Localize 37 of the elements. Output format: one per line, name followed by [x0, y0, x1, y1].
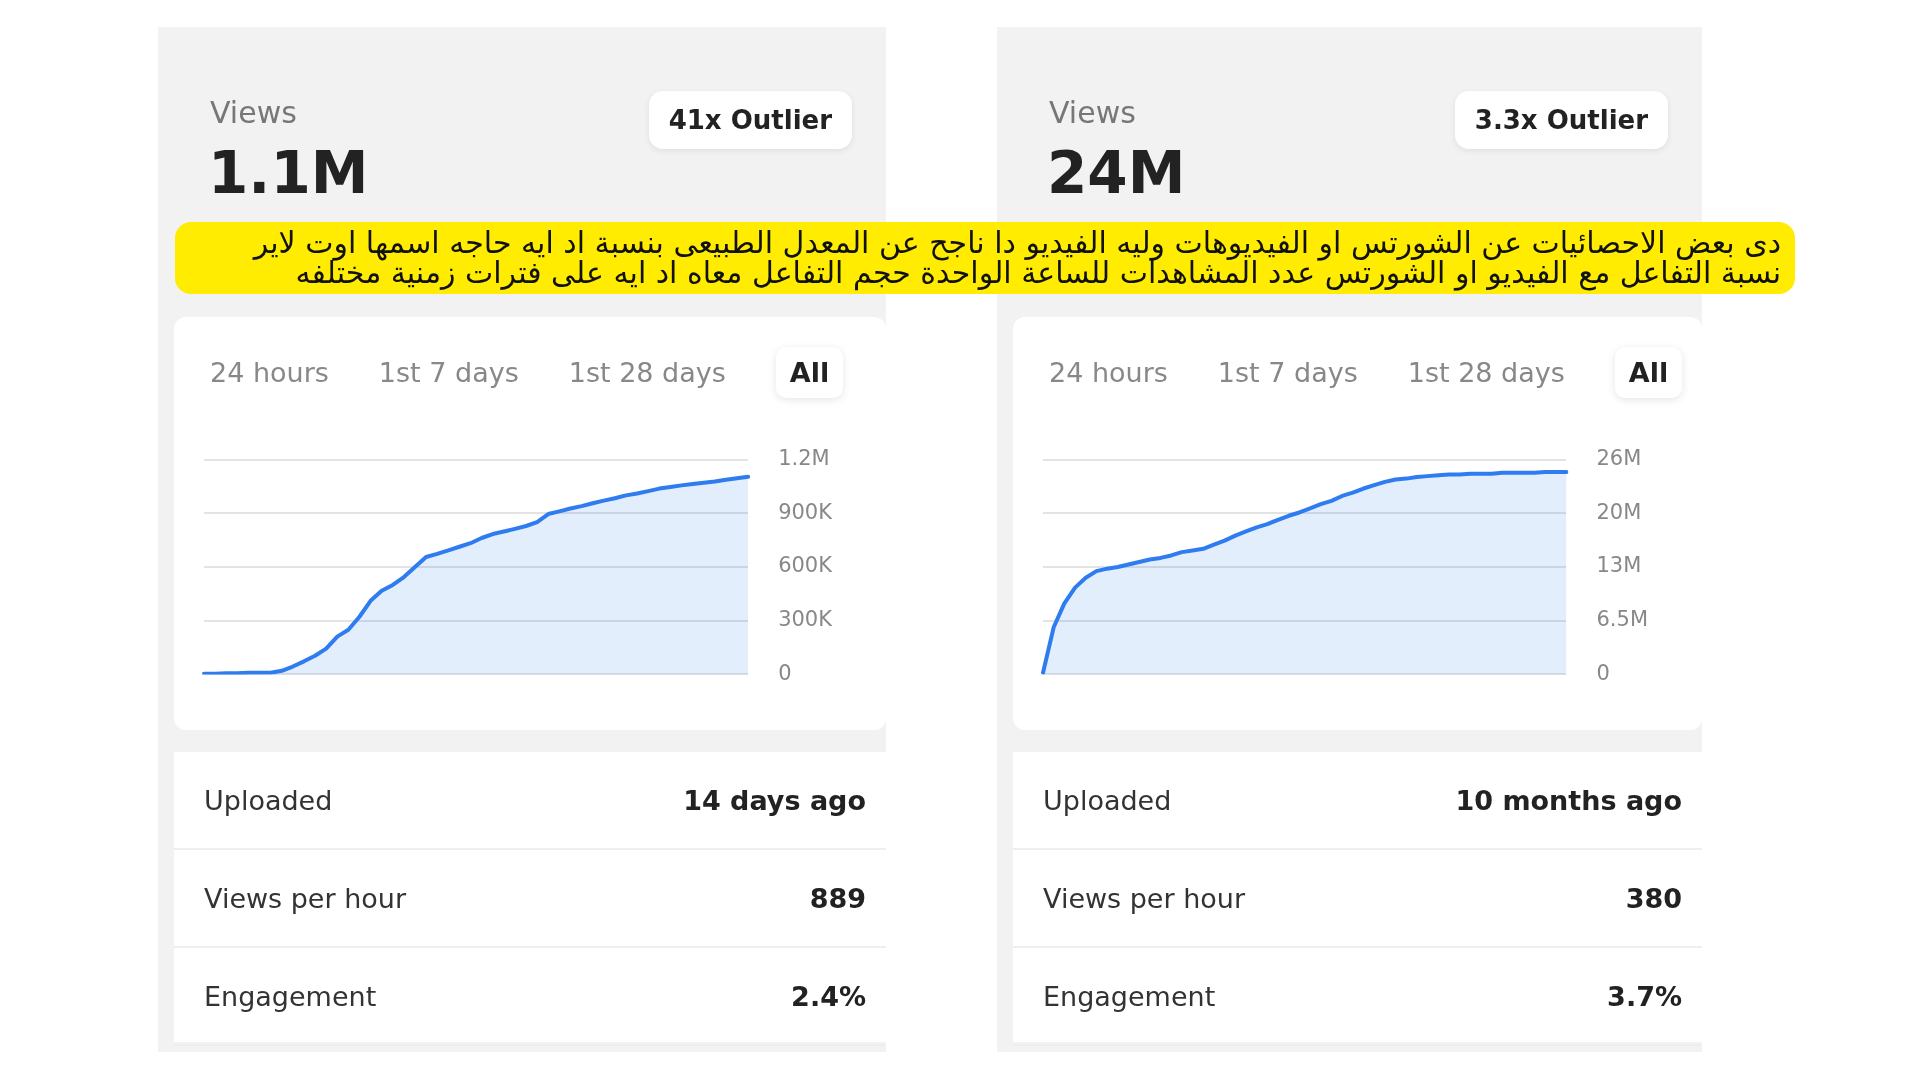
text: 1st 28 days: [568, 357, 726, 388]
text: Views per hour: [1043, 882, 1245, 914]
y-tick-label: 1.2M: [778, 446, 830, 471]
text: Uploaded: [204, 784, 333, 816]
chart-subtitle: 1.1M: [208, 139, 369, 207]
text: 10 months ago: [1455, 784, 1682, 816]
y-tick-label: 300K: [778, 607, 834, 632]
y-tick-label: 20M: [1596, 499, 1642, 524]
y-tick-label: 6.5M: [1596, 607, 1648, 632]
text: 3.3x Outlier: [1454, 91, 1668, 149]
y-tick-label: 13M: [1596, 553, 1642, 578]
text: Uploaded: [1043, 784, 1172, 816]
y-tick-label: 600K: [778, 553, 834, 578]
y-tick-label: 26M: [1596, 446, 1642, 471]
y-tick-label: 0: [778, 660, 792, 685]
chart-title: Views: [210, 95, 297, 130]
text: Engagement: [1043, 980, 1216, 1012]
text: 41x Outlier: [648, 91, 852, 149]
text: 1st 7 days: [378, 357, 519, 388]
text: 24 hours: [1049, 357, 1168, 388]
chart-subtitle: 24M: [1047, 139, 1186, 207]
text: 889: [809, 882, 866, 914]
chart-title: Views: [1049, 95, 1136, 130]
text: 380: [1625, 882, 1682, 914]
text: دى بعض الاحصائيات عن الشورتس او الفيديوهات وليه الفيديو دا ناجح عن المعدل الطبيعى بنسبة اد ايه حاجه اسمها اوت لاير نسبة التفاعل مع الفيديو او الشورتس عدد المشاهدات للساعة الواحدة حجم التفاعل معاه اد ايه على فترات زمنية مختلفه: [251, 225, 1781, 290]
text: 1st 28 days: [1407, 357, 1565, 388]
text: All: [775, 347, 844, 398]
y-tick-label: 0: [1596, 660, 1610, 685]
text: Engagement: [204, 980, 377, 1012]
y-tick-label: 900K: [778, 499, 834, 524]
text: Views per hour: [204, 882, 406, 914]
text: 1st 7 days: [1217, 357, 1358, 388]
text: 14 days ago: [683, 784, 866, 816]
text: 3.7%: [1607, 980, 1682, 1012]
text: All: [1614, 347, 1683, 398]
text: 24 hours: [210, 357, 329, 388]
text: 2.4%: [791, 980, 866, 1012]
